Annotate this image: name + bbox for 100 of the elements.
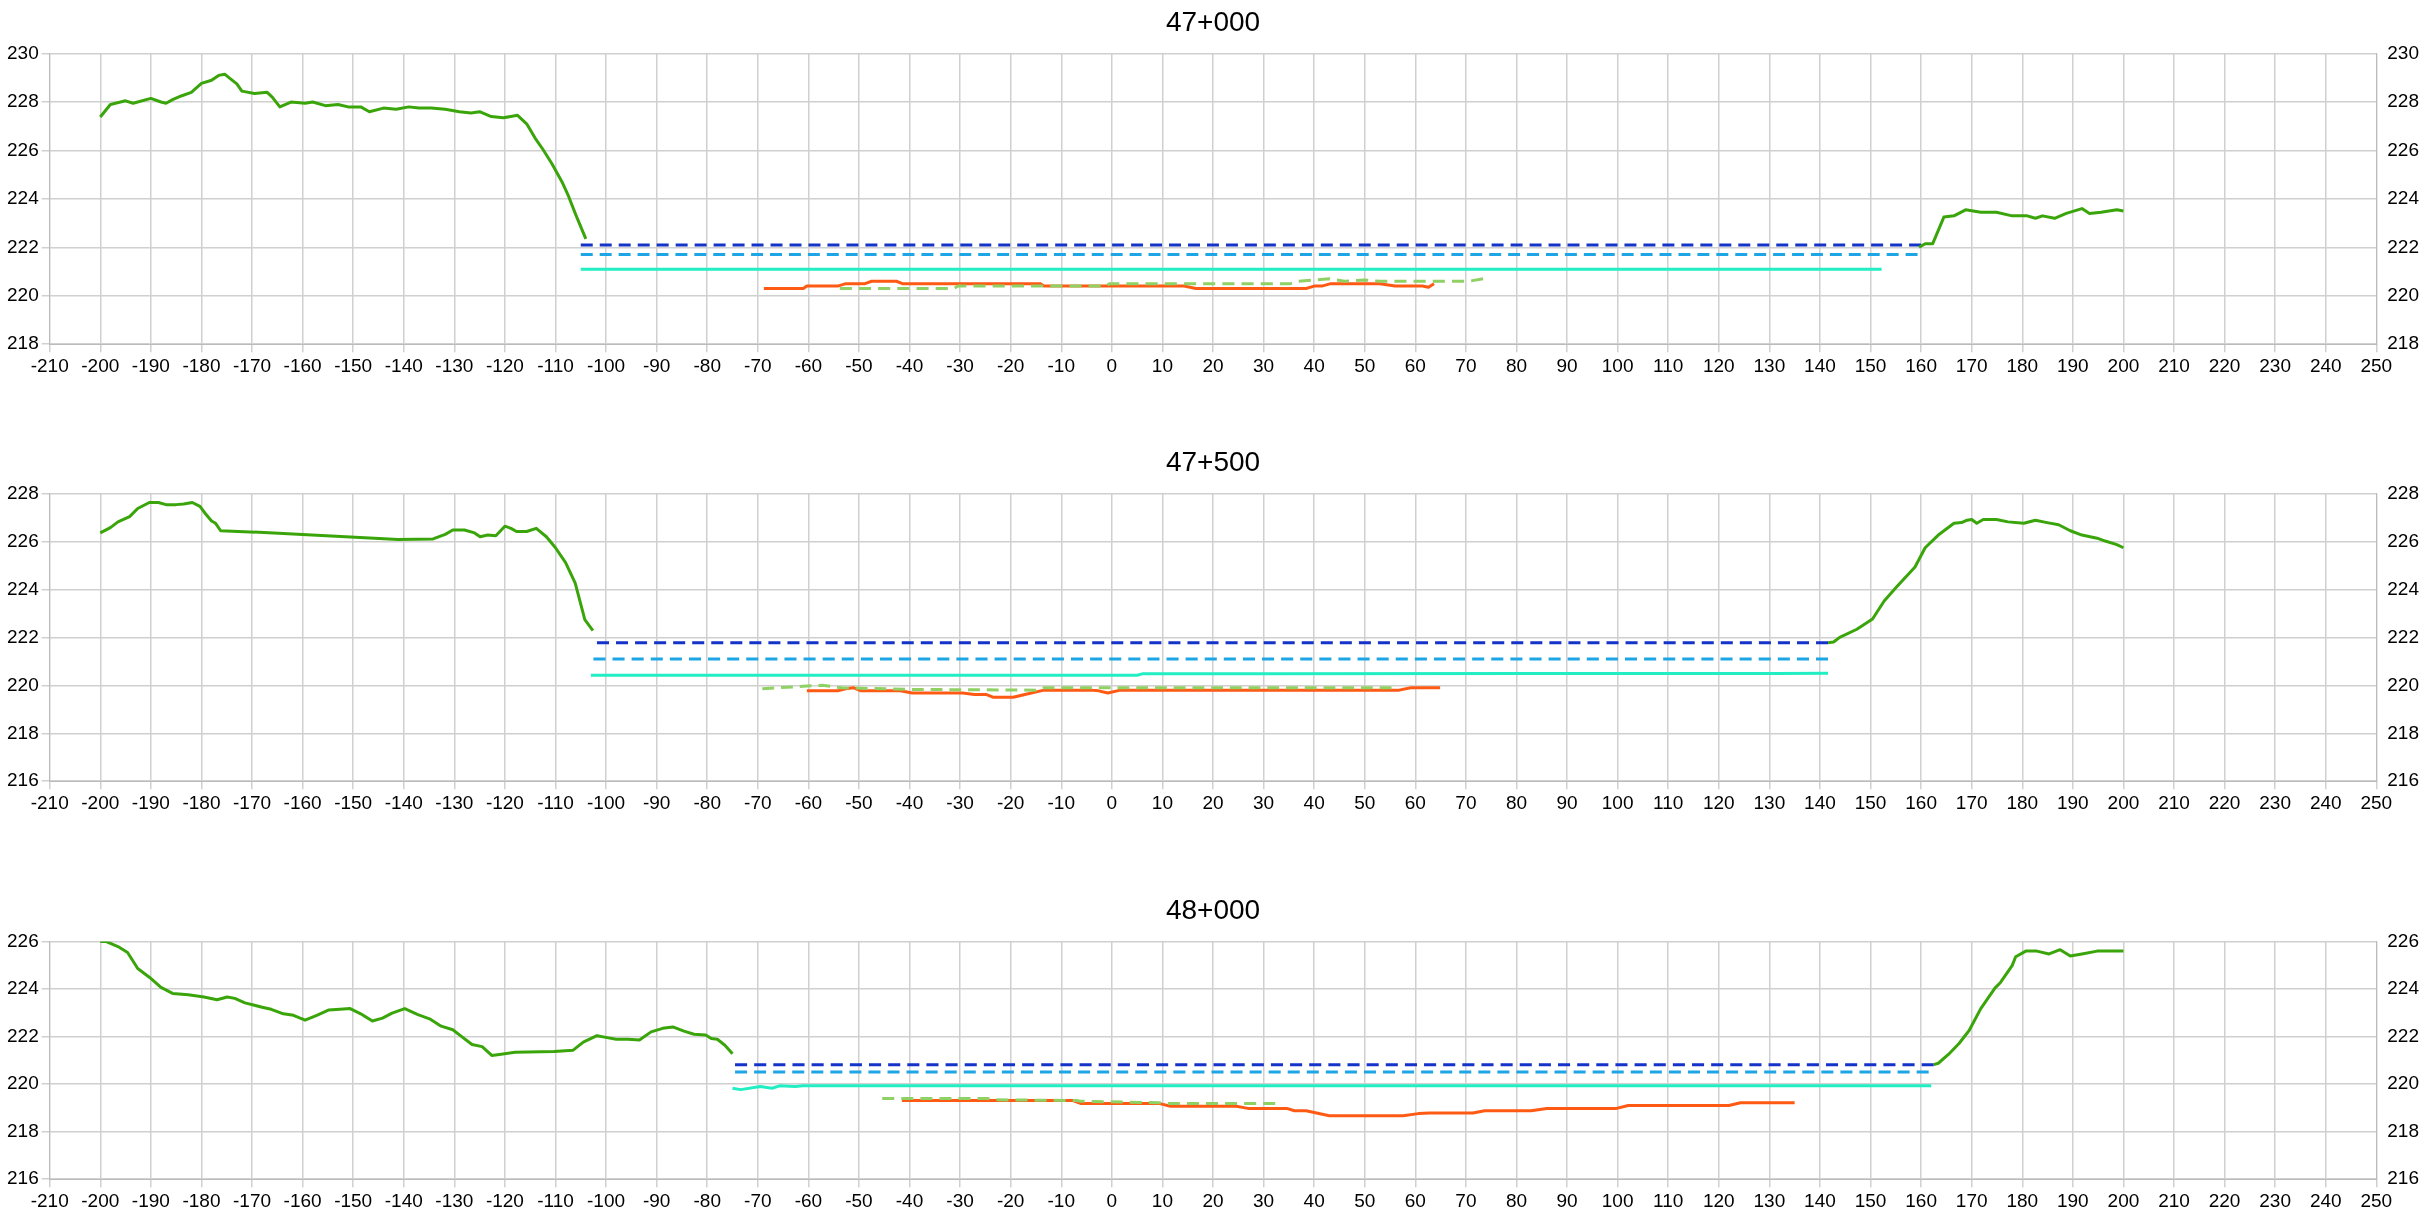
x-tick-label: 190 bbox=[2056, 354, 2089, 376]
x-tick-label: 10 bbox=[1151, 791, 1173, 813]
x-tick-label: 20 bbox=[1202, 791, 1224, 813]
x-tick-label: 20 bbox=[1202, 354, 1224, 376]
x-tick-label: -120 bbox=[485, 791, 524, 813]
x-tick-label: 100 bbox=[1601, 791, 1634, 813]
x-tick-label: 180 bbox=[2006, 354, 2039, 376]
x-tick-label: 80 bbox=[1505, 354, 1528, 376]
y-tick-label: 218 bbox=[7, 332, 39, 354]
x-tick-label: -60 bbox=[794, 354, 823, 376]
x-tick-label: 220 bbox=[2208, 354, 2241, 376]
x-tick-label: -190 bbox=[131, 354, 170, 376]
x-tick-label: -140 bbox=[384, 1189, 423, 1211]
y-tick-label: 222 bbox=[7, 625, 39, 647]
x-tick-label: -200 bbox=[81, 1189, 120, 1211]
x-tick-label: -50 bbox=[845, 354, 873, 376]
x-tick-label: -10 bbox=[1047, 1189, 1075, 1211]
x-tick-label: -210 bbox=[30, 791, 69, 813]
x-tick-label: 200 bbox=[2107, 354, 2140, 376]
line-series bbox=[838, 277, 1485, 290]
x-tick-label: -30 bbox=[946, 791, 974, 813]
y2-tick-label: 230 bbox=[2387, 41, 2419, 63]
x-tick-label: 250 bbox=[2360, 354, 2393, 376]
x-tick-label: 130 bbox=[1753, 791, 1786, 813]
y-tick-label: 224 bbox=[7, 977, 40, 999]
x-tick-label: 40 bbox=[1303, 1189, 1325, 1211]
y-tick-label: 220 bbox=[7, 1072, 39, 1094]
x-tick-label: -190 bbox=[131, 791, 170, 813]
y-tick-label: 228 bbox=[7, 90, 39, 112]
x-tick-label: 190 bbox=[2056, 791, 2089, 813]
x-tick-label: -210 bbox=[30, 1189, 69, 1211]
x-tick-label: -20 bbox=[996, 1189, 1025, 1211]
y2-tick-label: 216 bbox=[2387, 769, 2419, 791]
x-tick-label: 200 bbox=[2107, 1189, 2140, 1211]
x-tick-label: 140 bbox=[1804, 791, 1836, 813]
x-tick-label: 170 bbox=[1955, 354, 1988, 376]
x-tick-label: 60 bbox=[1404, 354, 1426, 376]
x-tick-label: -180 bbox=[182, 354, 221, 376]
x-tick-label: 20 bbox=[1202, 1189, 1224, 1211]
x-tick-label: 230 bbox=[2259, 1189, 2291, 1211]
x-tick-label: -40 bbox=[895, 1189, 924, 1211]
x-tick-label: -110 bbox=[537, 354, 574, 376]
x-tick-label: -140 bbox=[384, 354, 423, 376]
x-tick-label: 220 bbox=[2208, 1189, 2241, 1211]
x-tick-label: 240 bbox=[2309, 791, 2342, 813]
x-tick-label: -70 bbox=[744, 1189, 772, 1211]
x-tick-label: -180 bbox=[182, 791, 221, 813]
x-tick-label: -90 bbox=[642, 791, 671, 813]
y2-tick-label: 220 bbox=[2387, 284, 2419, 305]
x-tick-label: 120 bbox=[1702, 354, 1735, 376]
x-tick-label: 10 bbox=[1151, 1189, 1173, 1211]
x-tick-label: 30 bbox=[1253, 1189, 1275, 1211]
x-tick-label: 40 bbox=[1303, 354, 1325, 376]
x-tick-label: 170 bbox=[1955, 1189, 1988, 1211]
x-tick-label: 50 bbox=[1354, 791, 1376, 813]
x-tick-label: -10 bbox=[1047, 791, 1075, 813]
x-tick-label: -210 bbox=[30, 354, 69, 376]
x-tick-label: 90 bbox=[1556, 1189, 1578, 1211]
y-tick-label: 224 bbox=[7, 577, 40, 599]
x-tick-label: 140 bbox=[1804, 1189, 1836, 1211]
x-tick-label: -100 bbox=[587, 354, 626, 376]
x-tick-label: -20 bbox=[996, 354, 1025, 376]
x-tick-label: 60 bbox=[1404, 1189, 1426, 1211]
x-tick-label: -70 bbox=[744, 354, 772, 376]
x-tick-label: 50 bbox=[1354, 354, 1376, 376]
x-tick-label: 70 bbox=[1455, 1189, 1477, 1211]
x-tick-label: -60 bbox=[794, 791, 823, 813]
x-tick-label: 100 bbox=[1601, 354, 1634, 376]
y-tick-label: 226 bbox=[7, 929, 39, 951]
y-tick-label: 224 bbox=[7, 187, 40, 209]
x-tick-label: 30 bbox=[1253, 354, 1275, 376]
x-tick-label: -150 bbox=[334, 791, 373, 813]
x-tick-label: -130 bbox=[435, 1189, 474, 1211]
x-tick-label: 150 bbox=[1854, 354, 1887, 376]
x-tick-label: 160 bbox=[1905, 1189, 1937, 1211]
x-tick-label: 160 bbox=[1905, 354, 1937, 376]
x-tick-label: -160 bbox=[283, 791, 322, 813]
x-tick-label: 220 bbox=[2208, 791, 2241, 813]
x-tick-label: -50 bbox=[845, 1189, 873, 1211]
x-tick-label: -80 bbox=[693, 791, 721, 813]
y2-tick-label: 224 bbox=[2387, 977, 2420, 999]
x-tick-label: 100 bbox=[1601, 1189, 1634, 1211]
x-tick-label: 210 bbox=[2158, 791, 2190, 813]
x-tick-label: -140 bbox=[384, 791, 423, 813]
y2-tick-label: 222 bbox=[2387, 1024, 2419, 1046]
x-tick-label: 40 bbox=[1303, 791, 1325, 813]
y2-tick-label: 220 bbox=[2387, 673, 2419, 695]
x-tick-label: -120 bbox=[485, 354, 524, 376]
x-tick-label: 180 bbox=[2006, 1189, 2039, 1211]
y-tick-label: 218 bbox=[7, 721, 39, 743]
x-tick-label: -80 bbox=[693, 354, 721, 376]
x-tick-label: -80 bbox=[693, 1189, 721, 1211]
x-tick-label: -200 bbox=[81, 791, 120, 813]
y2-tick-label: 226 bbox=[2387, 138, 2419, 160]
x-tick-label: 80 bbox=[1505, 791, 1528, 813]
x-tick-label: -120 bbox=[485, 1189, 524, 1211]
x-tick-label: -130 bbox=[435, 791, 474, 813]
y-tick-label: 230 bbox=[7, 41, 39, 63]
x-tick-label: 110 bbox=[1653, 354, 1684, 376]
x-tick-label: 110 bbox=[1653, 1189, 1684, 1211]
